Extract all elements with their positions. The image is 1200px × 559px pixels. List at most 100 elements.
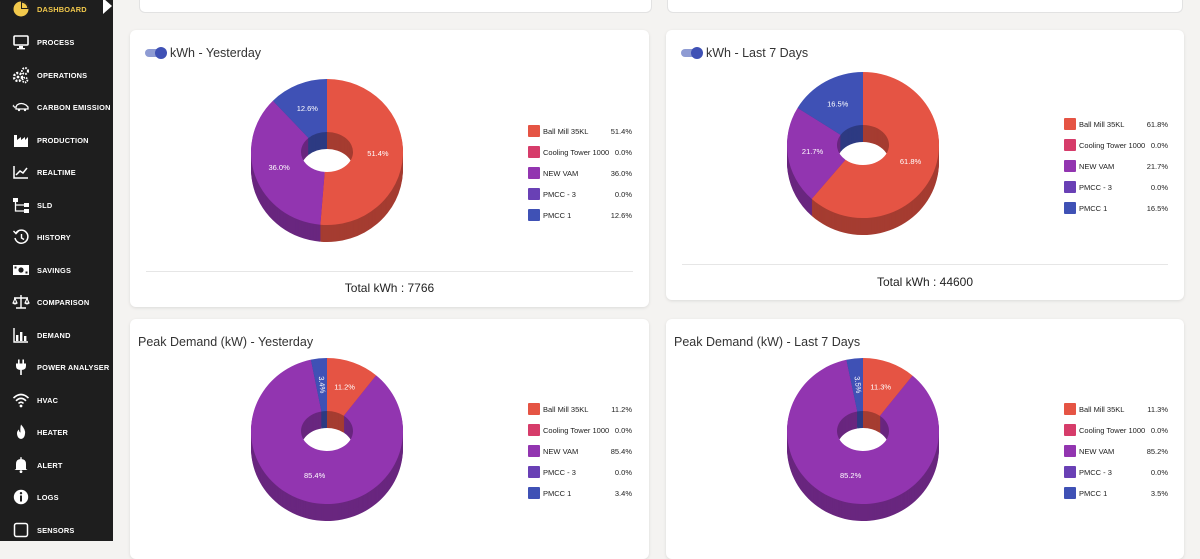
- legend-label: Ball Mill 35KL: [1079, 120, 1125, 129]
- legend-item[interactable]: PMCC 1 3.5%: [1064, 487, 1168, 499]
- legend-item[interactable]: Cooling Tower 1000 0.0%: [1064, 139, 1168, 151]
- sidebar-item-demand[interactable]: DEMAND: [0, 323, 113, 347]
- sidebar-item-comparison[interactable]: COMPARISON: [0, 290, 113, 314]
- sidebar-item-label: PROCESS: [37, 37, 75, 47]
- card-title: kWh - Yesterday: [170, 46, 262, 60]
- sidebar-item-carbon-emission[interactable]: CARBON EMISSION: [0, 95, 113, 119]
- legend-item[interactable]: PMCC 1 3.4%: [528, 487, 632, 499]
- legend-label: Cooling Tower 1000: [543, 426, 610, 435]
- sidebar-item-label: LOGS: [37, 492, 59, 502]
- legend-swatch: [528, 445, 540, 457]
- sidebar-item-label: SAVINGS: [37, 265, 72, 275]
- top-card-right: [667, 0, 1183, 13]
- pie-slice[interactable]: [327, 358, 377, 416]
- total-kwh: Total kWh : 7766: [344, 281, 435, 295]
- legend-item[interactable]: PMCC - 3 0.0%: [1064, 181, 1168, 193]
- pie-slice[interactable]: [310, 358, 327, 412]
- monitor-icon: [12, 33, 30, 51]
- sidebar-item-heater[interactable]: HEATER: [0, 420, 113, 444]
- slice-label: 12.6%: [297, 104, 319, 113]
- legend-item[interactable]: NEW VAM 85.4%: [528, 445, 632, 457]
- legend-value: 3.5%: [1150, 489, 1168, 498]
- info-icon: [12, 488, 30, 506]
- sidebar-item-process[interactable]: PROCESS: [0, 30, 113, 54]
- card-peak-demand-yesterday: Peak Demand (kW) - Yesterday 11.2% 85.4% 3…: [130, 319, 649, 559]
- legend-value: 11.3%: [1147, 405, 1168, 414]
- pie-slice[interactable]: [787, 107, 846, 199]
- legend-item[interactable]: Cooling Tower 1000 0.0%: [528, 146, 632, 158]
- slice-label: 11.2%: [334, 382, 355, 391]
- sidebar-item-sld[interactable]: SLD: [0, 193, 113, 217]
- legend-item[interactable]: PMCC - 3 0.0%: [528, 188, 632, 200]
- card-kwh-yesterday: kWh - Yesterday 51.4% 36.0% 12.6% Ball Mil…: [130, 30, 649, 307]
- legend-label: NEW VAM: [1079, 447, 1115, 456]
- legend-swatch: [528, 403, 540, 415]
- square-icon: [12, 521, 30, 539]
- sidebar-item-dashboard[interactable]: DASHBOARD: [0, 0, 113, 21]
- legend-item[interactable]: Ball Mill 35KL 51.4%: [528, 125, 632, 137]
- top-card-left: [139, 0, 652, 13]
- legend-label: NEW VAM: [543, 447, 579, 456]
- chart-toggle[interactable]: [681, 47, 703, 59]
- legend-item[interactable]: NEW VAM 85.2%: [1064, 445, 1168, 457]
- legend-value: 0.0%: [614, 426, 632, 435]
- legend-item[interactable]: Cooling Tower 1000 0.0%: [1064, 424, 1168, 436]
- sidebar-item-savings[interactable]: SAVINGS: [0, 258, 113, 282]
- legend-item[interactable]: PMCC - 3 0.0%: [1064, 466, 1168, 478]
- sidebar-item-label: CARBON EMISSION: [37, 102, 111, 112]
- legend-swatch: [528, 167, 540, 179]
- sidebar-item-label: ALERT: [37, 460, 63, 470]
- legend-value: 0.0%: [614, 468, 632, 477]
- legend-item[interactable]: NEW VAM 36.0%: [528, 167, 632, 179]
- pie-slice[interactable]: [863, 358, 913, 416]
- pie-slice[interactable]: [787, 359, 939, 504]
- active-indicator: [103, 0, 112, 14]
- legend-swatch: [1064, 139, 1076, 151]
- sidebar-item-sensors[interactable]: SENSORS: [0, 518, 113, 542]
- sidebar-item-operations[interactable]: OPERATIONS: [0, 63, 113, 87]
- pie-slice[interactable]: [811, 72, 939, 218]
- pie-slice[interactable]: [251, 359, 403, 504]
- legend-item[interactable]: Ball Mill 35KL 11.3%: [1064, 403, 1168, 415]
- pie-slice[interactable]: [846, 358, 863, 412]
- sitemap-icon: [12, 196, 30, 214]
- pie-slice[interactable]: [320, 79, 403, 225]
- legend-item[interactable]: Ball Mill 35KL 11.2%: [528, 403, 632, 415]
- legend-item[interactable]: NEW VAM 21.7%: [1064, 160, 1168, 172]
- legend-value: 85.4%: [610, 447, 632, 456]
- card-kwh-last-7-days: kWh - Last 7 Days 61.8% 21.7% 16.5% Ball M…: [666, 30, 1184, 300]
- legend-value: 85.2%: [1146, 447, 1168, 456]
- sidebar-item-realtime[interactable]: REALTIME: [0, 160, 113, 184]
- toggle-knob: [691, 47, 703, 59]
- legend-swatch: [1064, 181, 1076, 193]
- legend-value: 0.0%: [1150, 468, 1168, 477]
- legend-item[interactable]: PMCC 1 12.6%: [528, 209, 632, 221]
- flame-icon: [12, 423, 30, 441]
- pie-slice[interactable]: [272, 79, 327, 138]
- legend-item[interactable]: Ball Mill 35KL 61.8%: [1064, 118, 1168, 130]
- sidebar-item-production[interactable]: PRODUCTION: [0, 128, 113, 152]
- legend-item[interactable]: PMCC - 3 0.0%: [528, 466, 632, 478]
- donut-chart: 61.8% 21.7% 16.5%: [787, 72, 939, 235]
- legend-item[interactable]: PMCC 1 16.5%: [1064, 202, 1168, 214]
- card-title: Peak Demand (kW) - Last 7 Days: [674, 335, 861, 349]
- sidebar: DASHBOARD PROCESS OPERATIONS CARBON EMIS…: [0, 0, 113, 541]
- pie-slice[interactable]: [797, 72, 863, 135]
- legend-label: Ball Mill 35KL: [543, 405, 589, 414]
- legend-item[interactable]: Cooling Tower 1000 0.0%: [528, 424, 632, 436]
- sidebar-item-alert[interactable]: ALERT: [0, 453, 113, 477]
- legend-swatch: [1064, 202, 1076, 214]
- sidebar-item-label: SENSORS: [37, 525, 75, 535]
- pie-slice[interactable]: [251, 100, 325, 225]
- legend-swatch: [1064, 466, 1076, 478]
- sidebar-item-logs[interactable]: LOGS: [0, 485, 113, 509]
- legend-value: 3.4%: [614, 489, 632, 498]
- legend-value: 21.7%: [1146, 162, 1168, 171]
- chart-toggle[interactable]: [145, 47, 167, 59]
- sidebar-item-power-analyser[interactable]: POWER ANALYSER: [0, 355, 113, 379]
- sidebar-item-hvac[interactable]: HVAC: [0, 388, 113, 412]
- legend-value: 11.2%: [611, 405, 632, 414]
- sidebar-item-label: REALTIME: [37, 167, 76, 177]
- sidebar-item-history[interactable]: HISTORY: [0, 225, 113, 249]
- sidebar-item-label: OPERATIONS: [37, 70, 88, 80]
